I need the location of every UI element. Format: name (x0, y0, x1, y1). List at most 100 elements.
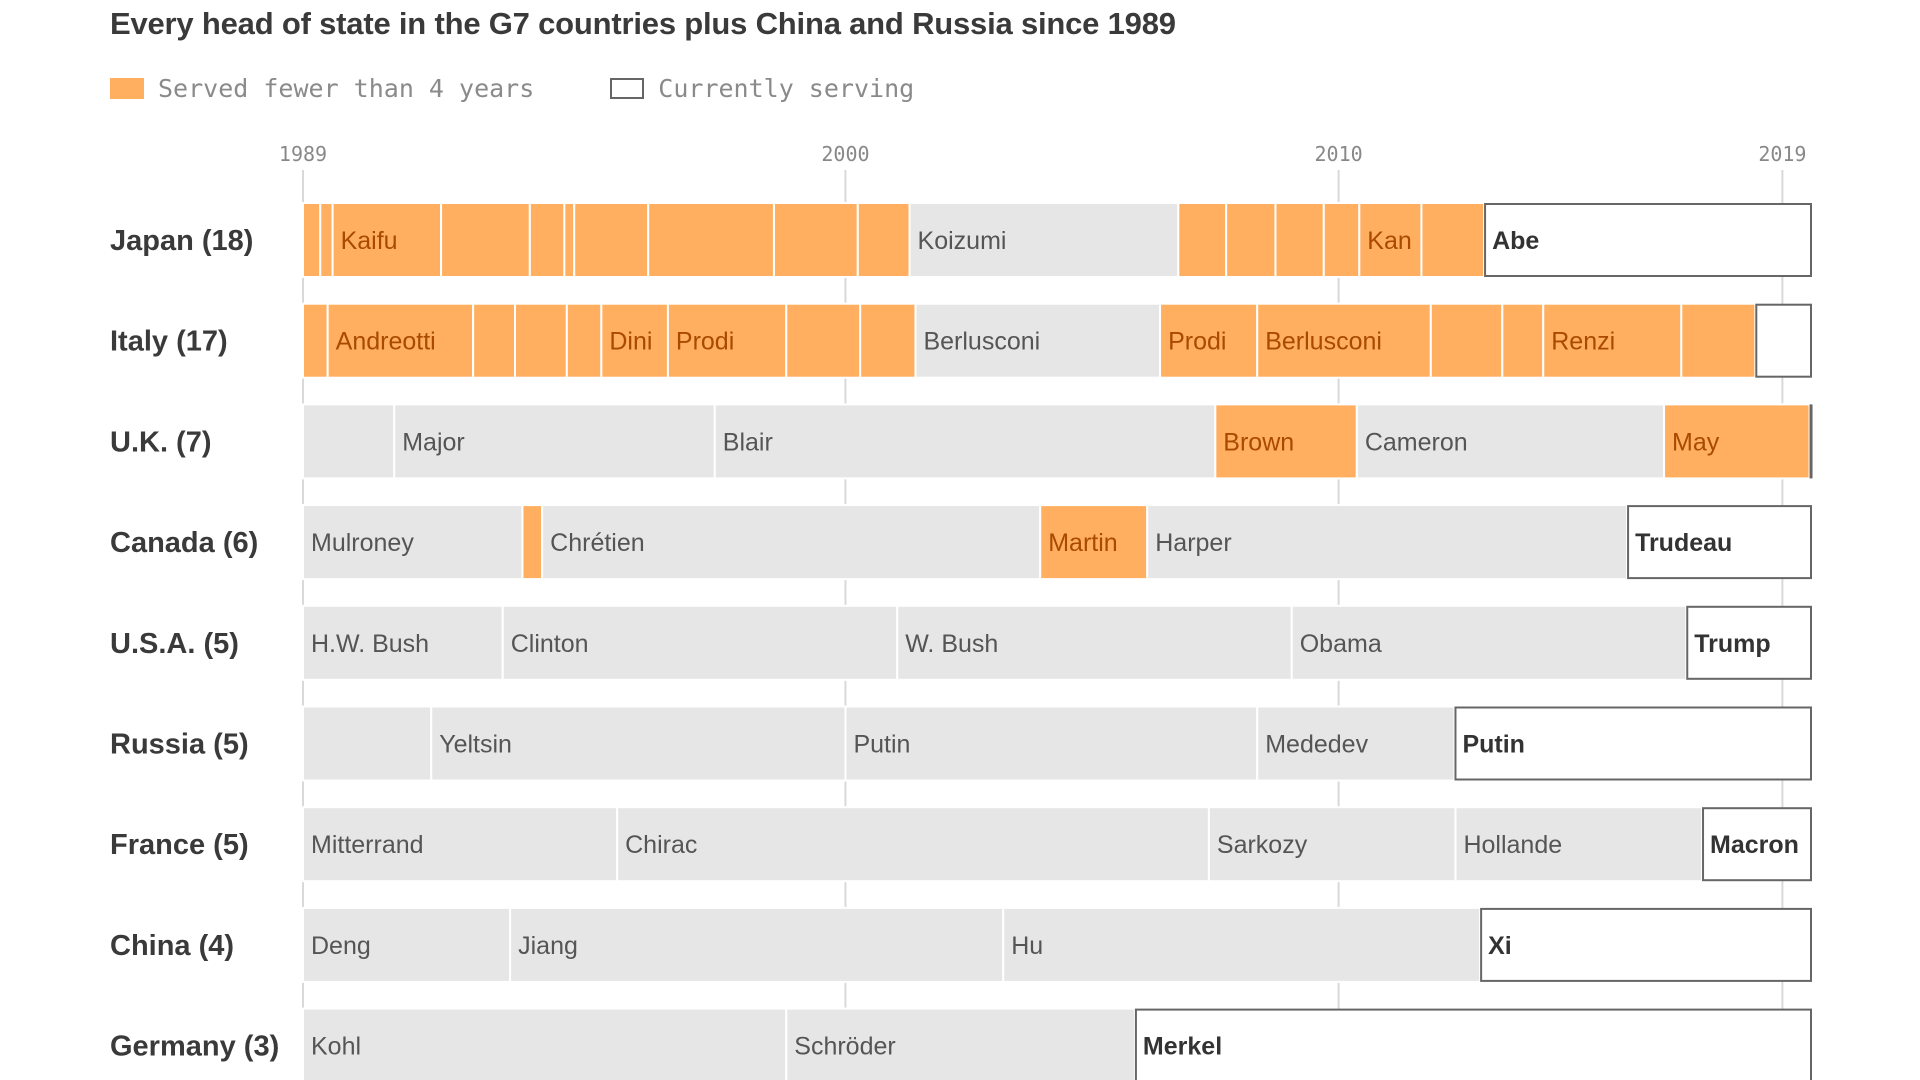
term-label: Clinton (511, 630, 589, 658)
term-label: Major (402, 428, 465, 456)
term-bar (856, 202, 911, 278)
tick-label-2019: 2019 (1758, 142, 1806, 166)
row-label: Germany (3) (110, 1031, 279, 1063)
term-label: Hu (1011, 932, 1043, 960)
term-bar (896, 604, 1293, 681)
term-bar (1225, 202, 1277, 278)
term-label: Berlusconi (923, 328, 1040, 356)
tick-label-1989: 1989 (279, 142, 327, 166)
term-bar (1542, 302, 1683, 379)
term-label: Abe (1492, 227, 1539, 255)
term-bar (302, 806, 619, 883)
term-label: Macron (1710, 831, 1799, 859)
row-label: Canada (6) (110, 527, 258, 559)
term-bar (521, 504, 544, 581)
row-label: France (5) (110, 829, 249, 861)
legend-swatch-short (110, 77, 144, 99)
term-bar (565, 302, 603, 379)
term-label: Chrétien (550, 529, 645, 557)
term-bar (1663, 403, 1811, 480)
term-bar (1274, 202, 1325, 278)
term-label: Brown (1223, 428, 1294, 456)
term-bar (908, 202, 1180, 278)
term-label: Renzi (1551, 328, 1615, 356)
term-bar (1214, 403, 1358, 480)
legend-label-short: Served fewer than 4 years (158, 73, 535, 103)
term-bar (302, 403, 396, 480)
term-bar (1809, 404, 1813, 479)
term-bar (331, 202, 443, 278)
term-label: Berlusconi (1265, 328, 1382, 356)
term-bar (713, 403, 1217, 480)
term-bar (501, 604, 899, 681)
row-5: Yeltsin Putin Mededev Putin (302, 705, 1812, 782)
row-8: Kohl Schröder Merkel (302, 1007, 1813, 1080)
term-label: Andreotti (336, 328, 436, 356)
term-label: Trump (1694, 630, 1770, 658)
row-3: Mulroney Chrétien Martin Harper Trudeau (302, 504, 1812, 581)
row-label: Japan (18) (110, 225, 253, 257)
term-bar (647, 202, 775, 278)
term-bar (302, 906, 512, 983)
term-label: Merkel (1143, 1033, 1222, 1061)
row-4: H.W. Bush Clinton W. Bush Obama Trump (302, 604, 1812, 681)
term-bar (1358, 202, 1423, 278)
term-bar (440, 202, 531, 278)
term-bar (302, 504, 524, 581)
row-6: Mitterrand Chirac Sarkozy Hollande Macron (302, 806, 1812, 883)
term-bar (1484, 203, 1812, 277)
term-label: Dini (609, 328, 652, 356)
term-label: Prodi (676, 328, 734, 356)
term-bar (302, 302, 329, 379)
term-label: May (1672, 428, 1720, 456)
tick-label-2010: 2010 (1315, 142, 1363, 166)
term-bar (1420, 202, 1486, 278)
term-label: Cameron (1365, 428, 1468, 456)
term-label: Obama (1300, 630, 1382, 658)
term-label: Putin (1462, 731, 1525, 759)
term-bar (326, 302, 475, 379)
term-label: Blair (723, 428, 773, 456)
term-bar (319, 202, 334, 278)
term-label: Yeltsin (439, 731, 512, 759)
term-label: H.W. Bush (311, 630, 429, 658)
term-bar (1627, 505, 1812, 580)
term-label: Prodi (1168, 328, 1226, 356)
term-bar (1355, 403, 1666, 480)
term-bar (1429, 302, 1504, 379)
chart-title: Every head of state in the G7 countries … (110, 6, 1176, 41)
term-bar (514, 302, 568, 379)
term-bar (1256, 705, 1456, 782)
term-bar (1454, 706, 1812, 781)
row-label: U.K. (7) (110, 426, 212, 458)
term-bar (859, 302, 917, 379)
term-bar (541, 504, 1042, 581)
term-bar (1454, 806, 1704, 883)
term-label: Sarkozy (1217, 831, 1308, 859)
row-7: Deng Jiang Hu Xi (302, 906, 1813, 983)
term-bar (1207, 806, 1457, 883)
term-bar (1134, 1008, 1813, 1080)
term-bar (302, 202, 322, 278)
term-bar (1680, 302, 1757, 379)
term-bar (1702, 807, 1812, 882)
term-bar (509, 906, 1005, 983)
legend-swatch-current (610, 77, 645, 99)
term-label: Xi (1488, 932, 1512, 960)
term-bar (430, 705, 847, 782)
row-1: Andreotti Dini Prodi Berlusconi Prodi Berlusc… (302, 302, 1812, 379)
row-2: Major Blair Brown Cameron May (302, 403, 1813, 480)
term-bar (1177, 202, 1228, 278)
term-label: Harper (1155, 529, 1231, 557)
term-label: Jiang (518, 932, 578, 960)
term-bar (914, 302, 1162, 379)
term-bar (616, 806, 1210, 883)
term-bar (1501, 302, 1545, 379)
term-label: Schröder (794, 1033, 895, 1061)
row-0: Kaifu Koizumi Kan Abe (302, 202, 1812, 278)
term-label: Koizumi (918, 227, 1007, 255)
term-bar (393, 403, 716, 480)
term-bar (1159, 302, 1259, 379)
legend-item-current: Currently serving (610, 74, 914, 103)
term-bar (302, 1007, 788, 1080)
